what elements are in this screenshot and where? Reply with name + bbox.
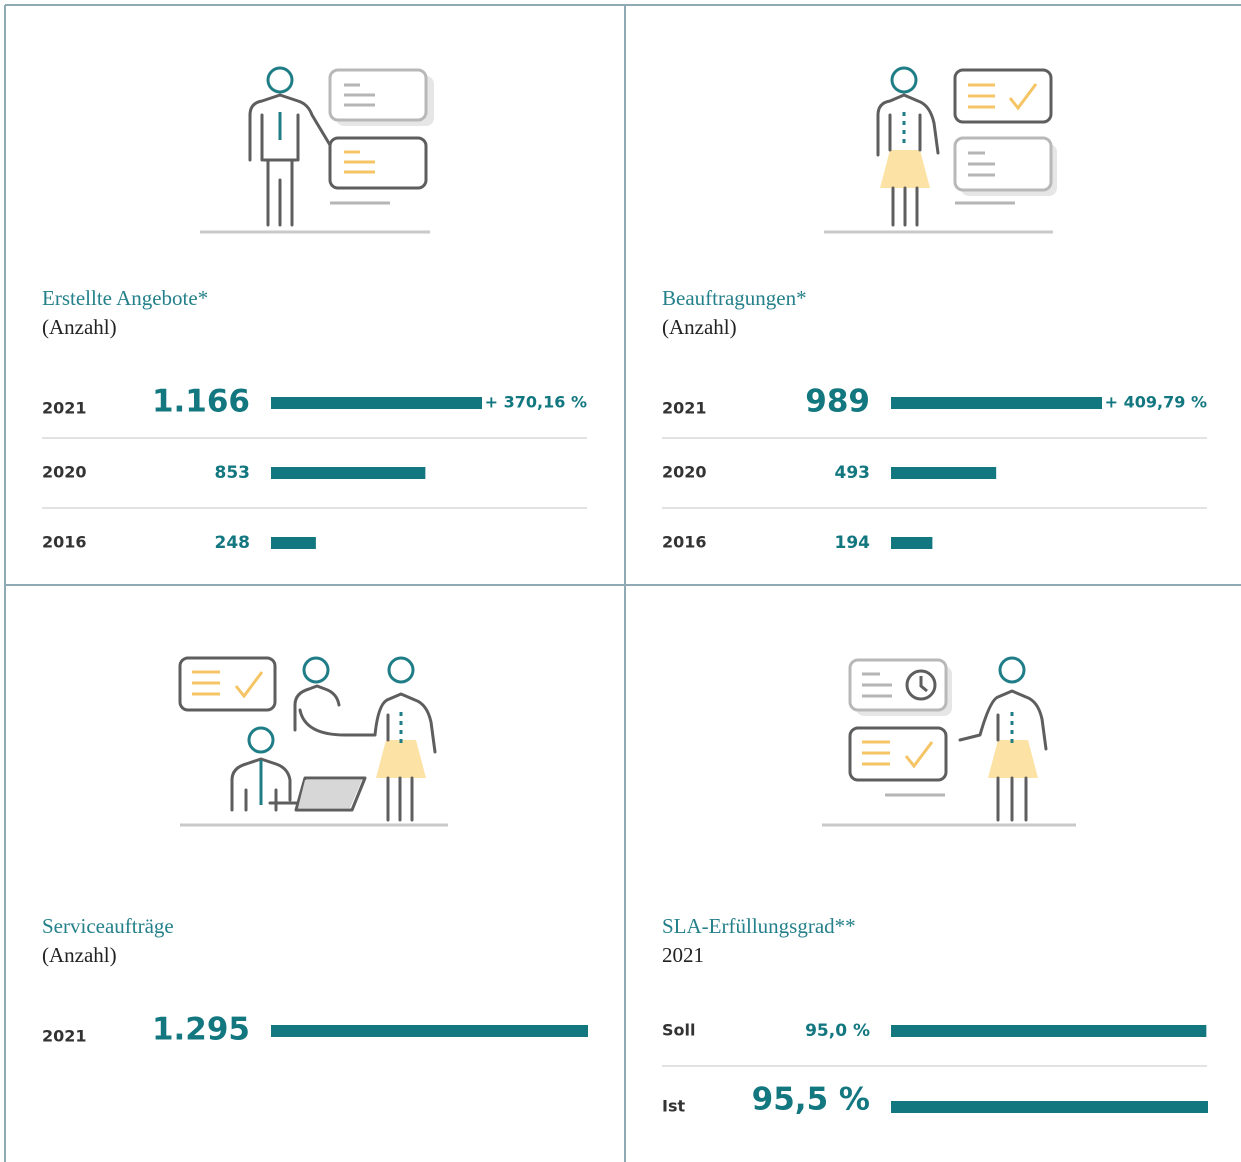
- category-label: 2021: [42, 1027, 87, 1046]
- value-label: 95,5 %: [752, 1082, 870, 1118]
- value-label: 95,0 %: [805, 1021, 870, 1041]
- value-label: 1.166: [152, 384, 250, 420]
- value-label: 853: [215, 463, 251, 483]
- infographic: Erstellte Angebote* (Anzahl) 2021 1.166 2020…: [0, 0, 1241, 1162]
- illustration-meeting: [180, 658, 448, 825]
- category-label: 2021: [662, 399, 707, 418]
- panel: Beauftragungen* (Anzahl) 2021 989 2020 493 201…: [662, 286, 1207, 553]
- change-annotation: + 409,79 %: [1105, 393, 1207, 412]
- panel-subtitle: (Anzahl): [42, 943, 117, 967]
- category-label: 2020: [662, 463, 707, 482]
- category-label: Soll: [662, 1021, 695, 1040]
- illustration-sla: [822, 658, 1076, 825]
- bar: [271, 467, 425, 479]
- category-label: 2021: [42, 399, 87, 418]
- panel-title: Beauftragungen*: [662, 286, 807, 310]
- illustration-woman-checklist: [824, 68, 1057, 232]
- panel-title: Serviceaufträge: [42, 914, 174, 938]
- category-label: 2016: [662, 533, 707, 552]
- bar: [271, 537, 316, 549]
- panel: Serviceaufträge (Anzahl) 2021 1.295: [42, 914, 588, 1048]
- category-label: Ist: [662, 1097, 685, 1116]
- panel-subtitle: (Anzahl): [662, 315, 737, 339]
- value-label: 989: [805, 384, 870, 420]
- change-annotation: + 370,16 %: [485, 393, 587, 412]
- panel-title: Erstellte Angebote*: [42, 286, 208, 310]
- value-label: 1.295: [152, 1012, 250, 1048]
- category-label: 2016: [42, 533, 87, 552]
- value-label: 248: [215, 533, 251, 553]
- bar: [271, 397, 482, 409]
- panel-subtitle: (Anzahl): [42, 315, 117, 339]
- bar: [891, 467, 996, 479]
- bar: [891, 1025, 1206, 1037]
- panel-subtitle: 2021: [662, 943, 704, 967]
- bar: [271, 1025, 588, 1037]
- panel-title: SLA-Erfüllungsgrad**: [662, 914, 856, 938]
- bar: [891, 537, 932, 549]
- illustration-presenter: [200, 68, 434, 232]
- panel: SLA-Erfüllungsgrad** 2021 Soll 95,0 % Ist 95,…: [662, 914, 1208, 1118]
- panel: Erstellte Angebote* (Anzahl) 2021 1.166 2020…: [42, 286, 587, 553]
- value-label: 194: [835, 533, 871, 553]
- bar: [891, 397, 1102, 409]
- value-label: 493: [835, 463, 871, 483]
- category-label: 2020: [42, 463, 87, 482]
- bar: [891, 1101, 1208, 1113]
